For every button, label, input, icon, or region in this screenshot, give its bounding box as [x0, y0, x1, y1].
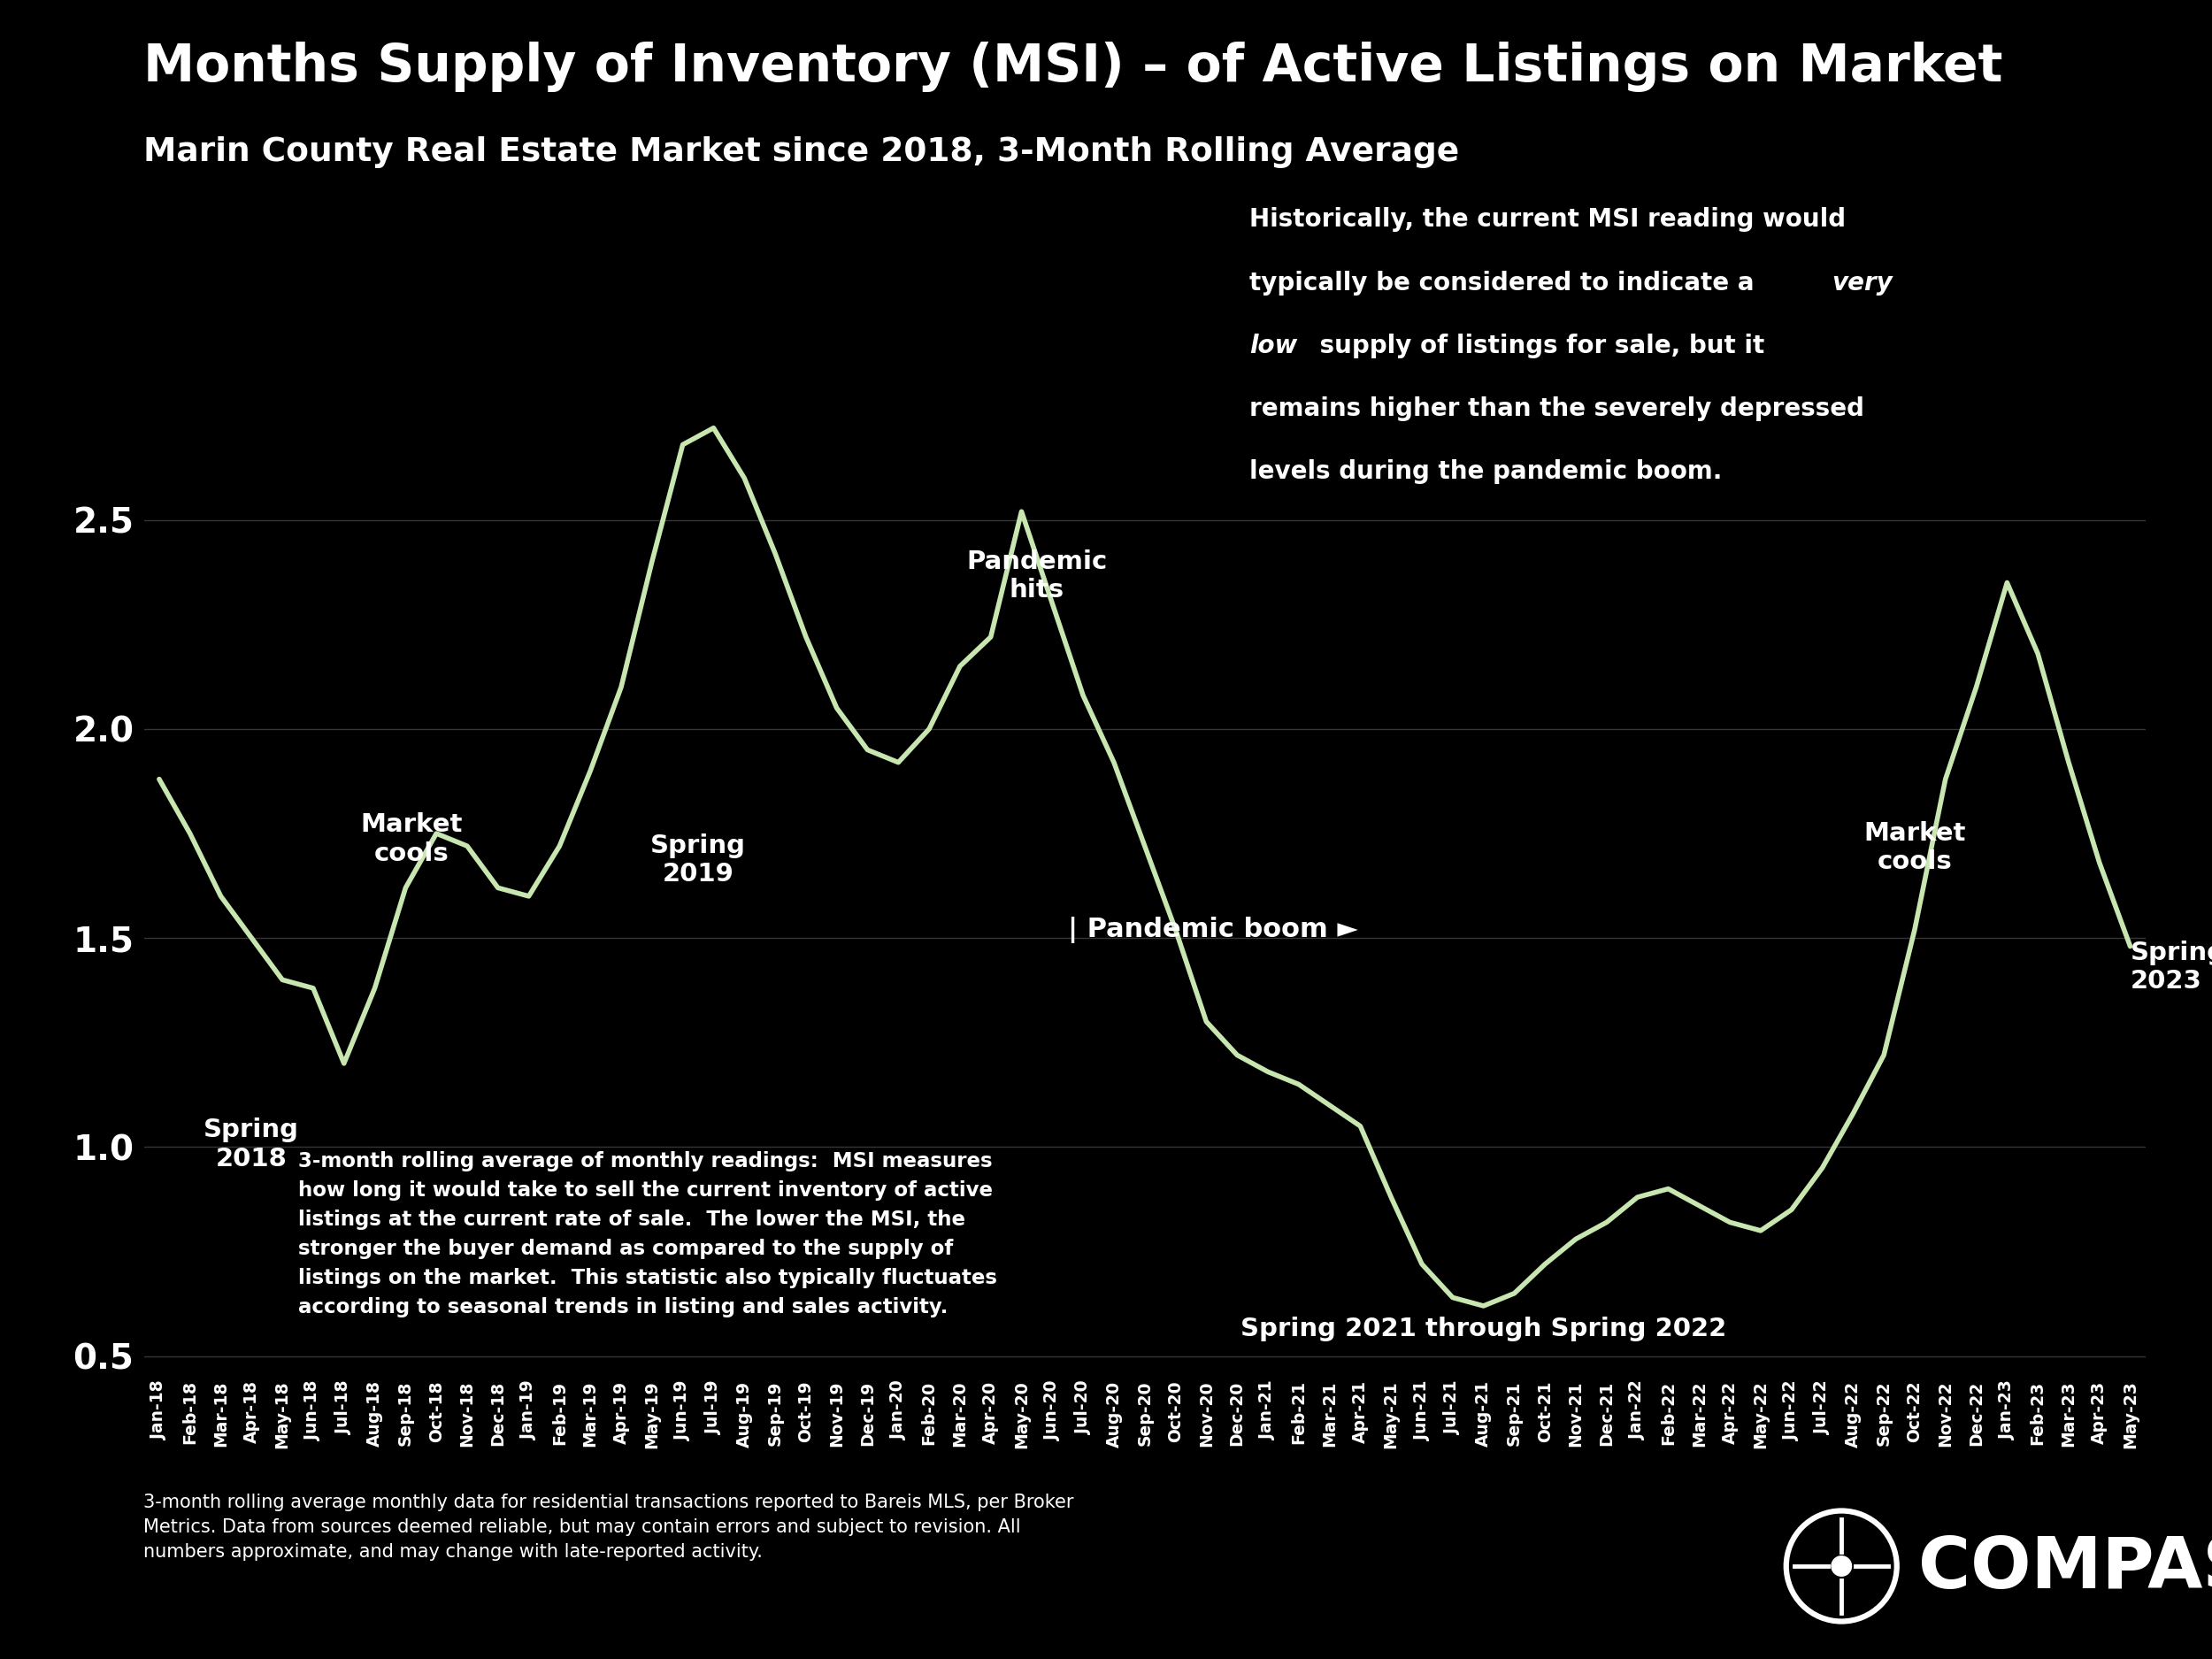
Text: 3-month rolling average of monthly readings:  MSI measures
how long it would tak: 3-month rolling average of monthly readi… [299, 1151, 998, 1317]
Text: remains higher than the severely depressed: remains higher than the severely depress… [1250, 397, 1865, 421]
Text: Pandemic
hits: Pandemic hits [967, 549, 1108, 602]
Circle shape [1832, 1556, 1851, 1576]
Text: Market
cools: Market cools [361, 813, 462, 866]
Text: COMPASS: COMPASS [1918, 1535, 2212, 1604]
Text: Market
cools: Market cools [1865, 821, 1966, 874]
Text: typically be considered to indicate a: typically be considered to indicate a [1250, 270, 1763, 295]
Text: low: low [1250, 333, 1298, 358]
Text: Spring 2021 through Spring 2022: Spring 2021 through Spring 2022 [1241, 1317, 1728, 1342]
Text: supply of listings for sale, but it: supply of listings for sale, but it [1312, 333, 1765, 358]
Text: very: very [1832, 270, 1893, 295]
Text: levels during the pandemic boom.: levels during the pandemic boom. [1250, 460, 1723, 484]
Text: Spring
2018: Spring 2018 [204, 1118, 299, 1171]
Text: | Pandemic boom ►: | Pandemic boom ► [1068, 916, 1358, 942]
Text: Spring
2019: Spring 2019 [650, 833, 745, 888]
Text: Spring
2023: Spring 2023 [2130, 941, 2212, 994]
Text: Months Supply of Inventory (MSI) – of Active Listings on Market: Months Supply of Inventory (MSI) – of Ac… [144, 41, 2004, 91]
Text: Historically, the current MSI reading would: Historically, the current MSI reading wo… [1250, 207, 1847, 232]
Text: Marin County Real Estate Market since 2018, 3-Month Rolling Average: Marin County Real Estate Market since 20… [144, 136, 1460, 168]
Text: 3-month rolling average monthly data for residential transactions reported to Ba: 3-month rolling average monthly data for… [144, 1493, 1075, 1561]
